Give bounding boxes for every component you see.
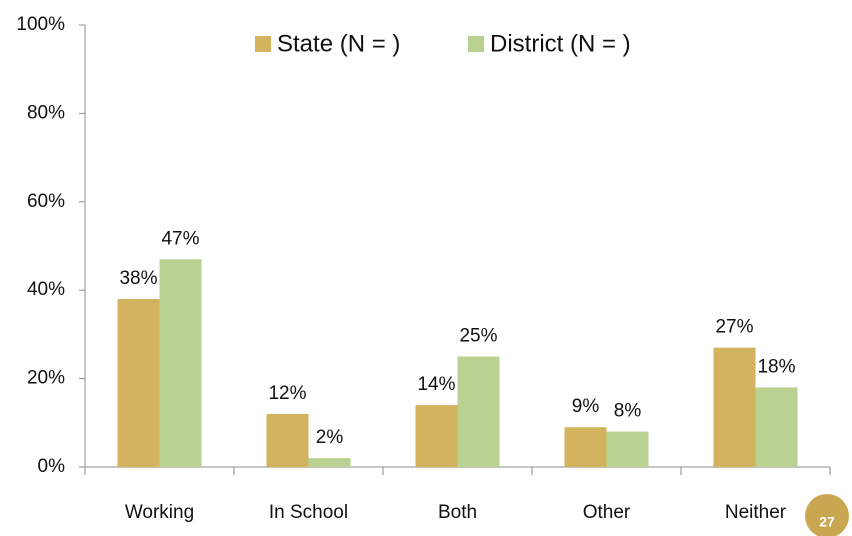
- x-tick-label: Both: [438, 502, 477, 523]
- bar: [415, 405, 458, 467]
- value-label: 47%: [161, 228, 199, 249]
- legend-swatch: [468, 36, 484, 52]
- bar: [266, 413, 309, 467]
- value-label: 27%: [715, 317, 753, 338]
- value-label: 14%: [417, 374, 455, 395]
- x-tick-label: Working: [125, 502, 194, 523]
- value-label: 12%: [268, 383, 306, 404]
- page-number: 27: [819, 514, 835, 530]
- y-tick-label: 80%: [27, 102, 65, 123]
- value-label: 25%: [459, 326, 497, 347]
- bar: [159, 259, 202, 467]
- bar: [308, 458, 351, 467]
- legend-swatch: [255, 36, 271, 52]
- bar: [713, 347, 756, 467]
- bar: [117, 299, 160, 467]
- page-number-badge: [805, 494, 849, 536]
- x-tick-label: In School: [269, 502, 348, 523]
- bar: [755, 387, 798, 467]
- y-tick-label: 100%: [16, 14, 65, 35]
- legend-label: District (N = ): [490, 30, 631, 57]
- bar: [606, 431, 649, 467]
- y-tick-label: 20%: [27, 368, 65, 389]
- value-label: 8%: [614, 401, 642, 422]
- y-tick-label: 0%: [38, 456, 66, 477]
- value-label: 18%: [757, 356, 795, 377]
- value-label: 2%: [316, 427, 344, 448]
- y-tick-label: 60%: [27, 191, 65, 212]
- value-label: 38%: [119, 268, 157, 289]
- x-tick-label: Neither: [725, 502, 787, 523]
- legend-label: State (N = ): [277, 30, 400, 57]
- bar: [564, 427, 607, 467]
- x-tick-label: Other: [583, 502, 631, 523]
- y-tick-label: 40%: [27, 279, 65, 300]
- bar: [457, 356, 500, 467]
- value-label: 9%: [572, 396, 600, 417]
